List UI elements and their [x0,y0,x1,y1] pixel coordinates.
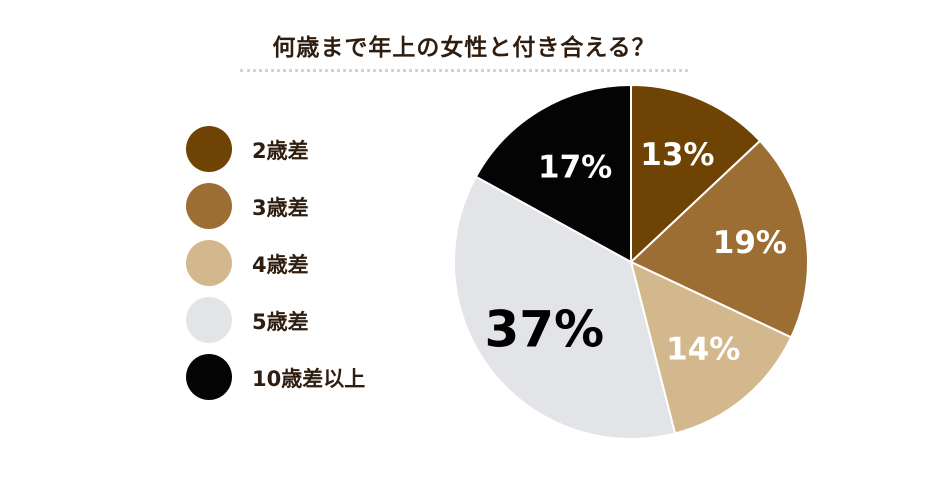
slice-label-5: 37% [484,300,604,358]
slice-label-3: 19% [713,225,787,261]
slice-label-4: 14% [666,331,740,367]
legend-item-3: 3歳差 [186,183,446,229]
slice-5 [453,175,677,440]
slice-3 [629,139,809,339]
legend-label-10plus: 10歳差以上 [252,367,366,391]
legend-item-5: 5歳差 [186,297,446,343]
legend-swatch-10plus [186,354,232,400]
legend-label-4: 4歳差 [252,253,309,277]
legend-item-10plus: 10歳差以上 [186,354,446,400]
legend-label-5: 5歳差 [252,310,309,334]
slice-label-10plus: 17% [538,150,612,186]
legend-item-4: 4歳差 [186,240,446,286]
legend-item-2: 2歳差 [186,126,446,172]
legend-label-3: 3歳差 [252,196,309,220]
legend-swatch-2 [186,126,232,172]
slice-10plus [474,83,632,264]
slice-2 [630,83,762,265]
legend-swatch-5 [186,297,232,343]
slice-4 [629,260,793,435]
title-dotted-underline [240,69,688,72]
legend-swatch-3 [186,183,232,229]
legend-swatch-4 [186,240,232,286]
slice-label-2: 13% [640,137,714,173]
legend-label-2: 2歳差 [252,139,309,163]
chart-title: 何歳まで年上の女性と付き合える？ [272,35,656,61]
